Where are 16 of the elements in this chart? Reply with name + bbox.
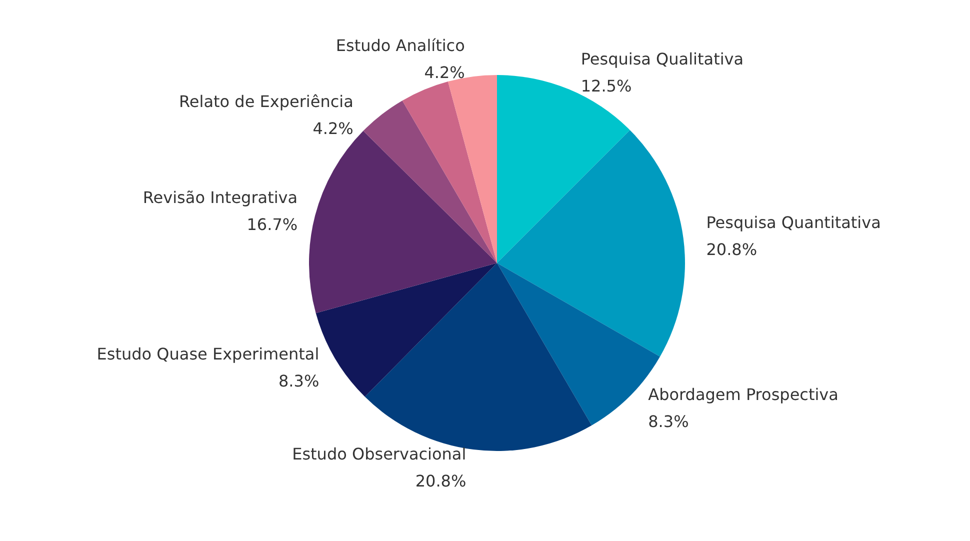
data-label: 8.3% [648,412,689,432]
slice-label: Estudo Analítico [336,36,465,55]
data-label: 12.5% [580,76,632,96]
slice-label: Pesquisa Qualitativa [580,50,744,69]
slice-label: Relato de Experiência [179,92,354,111]
slice-label: Estudo Observacional [292,444,466,464]
data-label: 16.7% [246,215,298,234]
slice-label: Pesquisa Quantitativa [706,212,881,232]
data-label: 20.8% [415,471,466,490]
data-label: 20.8% [706,240,758,259]
data-label: 4.2% [424,62,465,82]
slice-label: Estudo Quase Experimental [96,344,320,364]
slice-label: Revisão Integrativa [142,188,298,208]
slice-label: Abordagem Prospectiva [648,385,838,404]
data-label: 8.3% [278,371,320,390]
data-label: 4.2% [312,118,354,138]
